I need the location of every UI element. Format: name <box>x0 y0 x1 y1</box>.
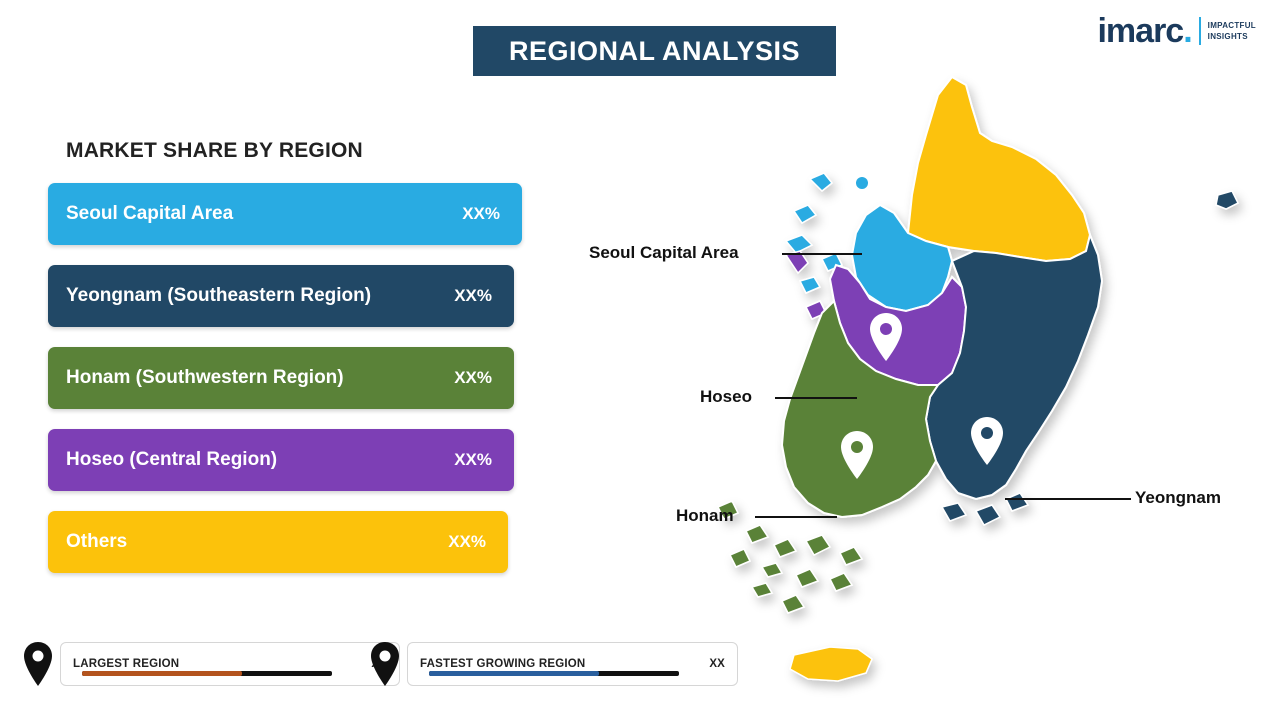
page-title: REGIONAL ANALYSIS <box>508 35 801 66</box>
region-ulleungdo-island <box>1215 190 1240 210</box>
fastest-growing-region-value: XX <box>709 658 725 670</box>
map-label-yeongnam: Yeongnam <box>1135 488 1221 507</box>
region-honam-islands <box>716 500 864 614</box>
region-others-north <box>906 75 1092 263</box>
legend-label: Seoul Capital Area <box>66 203 234 224</box>
largest-region-indicator: LARGEST REGION XX <box>20 640 400 688</box>
region-yeongnam <box>924 231 1104 501</box>
market-share-legend: Seoul Capital Area XX% Yeongnam (Southea… <box>48 183 528 593</box>
largest-region-bar-fill <box>82 671 242 676</box>
legend-row-seoul-capital-area[interactable]: Seoul Capital Area XX% <box>48 183 522 245</box>
leader-line-honam <box>755 516 837 518</box>
map-pin-yeongnam[interactable] <box>971 417 1003 465</box>
legend-value: XX% <box>454 450 492 469</box>
logo-tagline-line1: IMPACTFUL <box>1207 21 1256 30</box>
map-pin-seoul[interactable] <box>846 167 878 215</box>
legend-row-yeongnam[interactable]: Yeongnam (Southeastern Region) XX% <box>48 265 514 327</box>
map-pin-hoseo[interactable] <box>870 313 902 361</box>
market-share-heading: MARKET SHARE BY REGION <box>66 139 363 162</box>
region-yeongnam-south-coast <box>940 492 1030 526</box>
fastest-growing-region-bar-track <box>429 671 679 676</box>
legend-value: XX% <box>462 204 500 223</box>
map-pin-icon <box>24 642 52 686</box>
region-jeju-island <box>789 646 873 682</box>
south-korea-map: Seoul Capital Area Hoseo Honam Yeongnam <box>589 55 1270 705</box>
page-title-banner: REGIONAL ANALYSIS <box>473 26 836 76</box>
legend-row-others[interactable]: Others XX% <box>48 511 508 573</box>
legend-label: Honam (Southwestern Region) <box>66 367 344 388</box>
legend-row-honam[interactable]: Honam (Southwestern Region) XX% <box>48 347 514 409</box>
fastest-growing-region-label: FASTEST GROWING REGION <box>420 658 586 670</box>
map-label-hoseo: Hoseo <box>700 387 752 406</box>
map-pin-icon <box>371 642 399 686</box>
fastest-growing-region-bar-fill <box>429 671 599 676</box>
legend-value: XX% <box>454 368 492 387</box>
legend-label: Hoseo (Central Region) <box>66 449 278 470</box>
fastest-growing-region-box: FASTEST GROWING REGION XX <box>407 642 738 686</box>
map-label-honam: Honam <box>676 506 734 525</box>
map-pin-honam[interactable] <box>841 431 873 479</box>
leader-line-yeongnam <box>1005 498 1131 500</box>
largest-region-label: LARGEST REGION <box>73 658 180 670</box>
leader-line-hoseo <box>775 397 857 399</box>
legend-value: XX% <box>448 532 486 551</box>
largest-region-box: LARGEST REGION XX <box>60 642 400 686</box>
fastest-growing-region-indicator: FASTEST GROWING REGION XX <box>367 640 738 688</box>
map-svg <box>716 75 1240 682</box>
map-label-seoul-capital-area: Seoul Capital Area <box>589 243 739 262</box>
logo-divider <box>1198 17 1201 45</box>
region-honam <box>780 299 940 519</box>
logo-wordmark: imarc. <box>1097 12 1192 50</box>
logo-tagline-line2: INSIGHTS <box>1207 32 1248 41</box>
legend-label: Others <box>66 531 128 552</box>
imarc-logo: imarc. IMPACTFUL INSIGHTS <box>1097 14 1256 48</box>
largest-region-bar-track <box>82 671 332 676</box>
legend-label: Yeongnam (Southeastern Region) <box>66 285 372 306</box>
legend-row-hoseo[interactable]: Hoseo (Central Region) XX% <box>48 429 514 491</box>
leader-line-seoul <box>782 253 862 255</box>
legend-value: XX% <box>454 286 492 305</box>
